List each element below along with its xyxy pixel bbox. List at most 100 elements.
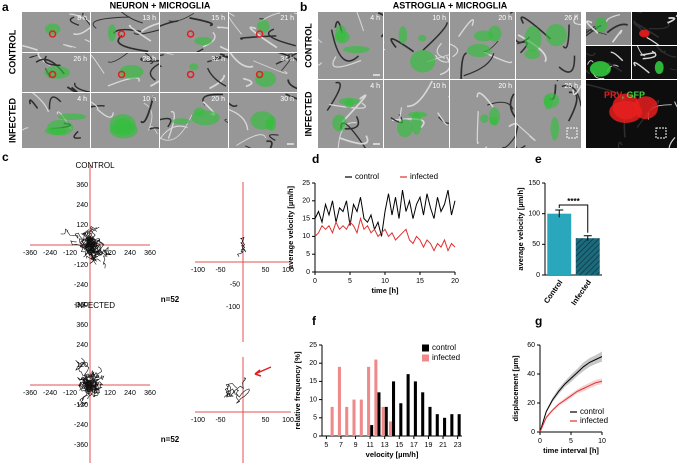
cell-process xyxy=(236,134,267,146)
micrograph: 10 h xyxy=(91,93,159,148)
marker xyxy=(186,70,195,79)
cell-process xyxy=(216,26,228,29)
y-tick-label: 25 xyxy=(302,180,310,187)
micrograph: 26 h xyxy=(516,80,581,148)
cell-process xyxy=(196,48,204,52)
fluorescent-cell xyxy=(550,116,559,141)
bar xyxy=(345,406,349,436)
cell-process xyxy=(484,146,488,148)
cell-process xyxy=(646,36,660,45)
cell-process xyxy=(509,93,515,118)
x-tick-label: 7 xyxy=(339,442,343,449)
cell-process xyxy=(133,29,159,35)
cell-process xyxy=(240,35,277,40)
micrograph: 20 h xyxy=(160,93,228,148)
panel-title: NEURON + MICROGLIA xyxy=(110,0,211,10)
x-tick-label: 0 xyxy=(313,278,317,285)
x-tick-label: -360 xyxy=(23,390,37,397)
x-tick-label: 100 xyxy=(282,417,294,424)
row-label: CONTROL xyxy=(303,23,313,68)
micrograph: 13 h xyxy=(91,12,159,52)
x-tick-label: -100 xyxy=(191,267,205,274)
cell-process xyxy=(143,102,153,129)
cell-process xyxy=(344,116,360,130)
cell-process xyxy=(436,42,446,59)
cell-process xyxy=(356,12,365,32)
plot-title: INFECTED xyxy=(75,301,115,310)
time-label: 15 h xyxy=(211,15,225,22)
cell-process xyxy=(610,51,624,62)
bar xyxy=(421,392,425,436)
x-tick-label: -360 xyxy=(23,250,37,257)
marker xyxy=(48,30,57,38)
marker xyxy=(255,70,264,79)
micrograph: 4 h xyxy=(318,12,383,79)
y-tick-label: 20 xyxy=(302,198,310,205)
cell-process xyxy=(120,12,143,24)
x-tick-label: 5 xyxy=(348,278,352,285)
cell-track xyxy=(89,241,102,260)
time-label: 4 h xyxy=(370,83,380,90)
marker xyxy=(117,70,126,79)
x-tick-label: 10 xyxy=(598,438,606,445)
cell-track xyxy=(80,376,91,386)
cell-process xyxy=(249,26,278,49)
cell-track xyxy=(85,384,93,400)
cell-process xyxy=(318,38,323,43)
cell-process xyxy=(318,62,323,66)
bar xyxy=(428,406,432,436)
cell-process xyxy=(22,44,38,51)
x-tick-label: -50 xyxy=(215,267,225,274)
cell-process xyxy=(458,18,475,38)
micrograph xyxy=(632,46,677,79)
time-label: 20 h xyxy=(498,83,512,90)
cell-track xyxy=(89,375,105,386)
cell-process xyxy=(150,80,159,87)
y-tick-label: 150 xyxy=(528,180,540,187)
cell-process xyxy=(149,63,159,81)
cell-process xyxy=(332,56,362,68)
cell-track xyxy=(89,226,100,245)
cell-process xyxy=(476,111,479,144)
inset-box xyxy=(655,127,667,139)
fluorescent-cell xyxy=(543,93,560,108)
marker xyxy=(117,30,126,38)
cell-track xyxy=(81,243,91,255)
micrograph: 4 h xyxy=(318,80,383,148)
series-line xyxy=(314,216,456,252)
cell-process xyxy=(606,14,621,23)
y-tick-label: 15 xyxy=(302,215,310,222)
cell-process xyxy=(655,46,666,54)
inset-label-prv: PRV xyxy=(604,90,622,100)
cell-process xyxy=(253,60,288,74)
y-tick-label: 0 xyxy=(536,272,540,279)
cell-process xyxy=(326,81,341,111)
legend-label: control xyxy=(580,407,604,416)
cell-process xyxy=(502,135,515,148)
cell-process xyxy=(28,99,39,109)
cell-track xyxy=(88,235,98,246)
cell-process xyxy=(160,125,188,140)
cell-process xyxy=(229,12,242,35)
cell-process xyxy=(558,55,576,73)
x-tick-label: 15 xyxy=(395,442,403,449)
fluorescent-cell xyxy=(397,119,413,138)
cell-process xyxy=(144,53,154,65)
fluorescent-cell xyxy=(45,23,61,35)
cell-process xyxy=(330,29,360,62)
time-label: 28 h xyxy=(142,56,156,63)
x-tick-label: -240 xyxy=(43,250,57,257)
cell-process xyxy=(422,22,448,51)
cell-process xyxy=(266,140,273,148)
y-tick-label: 120 xyxy=(76,362,88,369)
micrograph: 34 h xyxy=(229,53,297,92)
cell-process xyxy=(275,53,297,65)
cell-process xyxy=(667,17,676,24)
cell-process xyxy=(586,52,596,57)
legend-swatch xyxy=(422,344,429,352)
x-tick-label: Infected xyxy=(569,278,593,307)
y-tick-label: -120 xyxy=(74,402,88,409)
